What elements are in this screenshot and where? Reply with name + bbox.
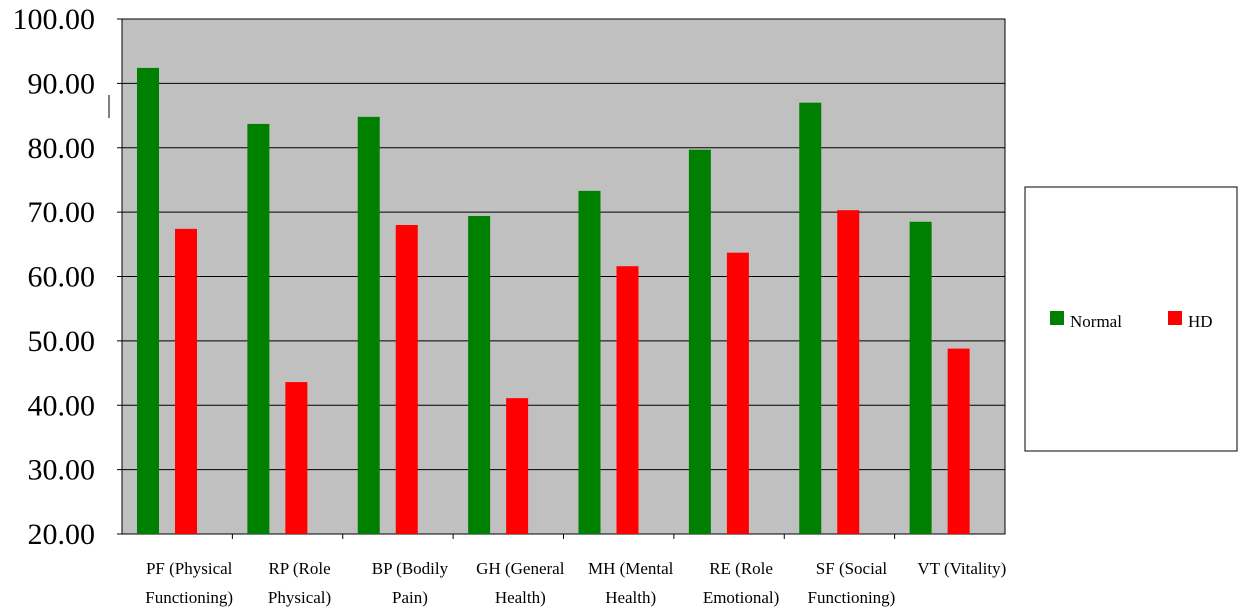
x-tick-label: Health) <box>605 588 656 607</box>
legend-label: HD <box>1188 312 1213 331</box>
y-tick-label: 20.00 <box>28 518 96 551</box>
x-tick-label: Pain) <box>392 588 428 607</box>
legend-swatch-normal <box>1050 311 1064 325</box>
bar-normal <box>578 190 601 534</box>
x-tick-label: Physical) <box>268 588 331 607</box>
x-tick-label: SF (Social <box>816 559 888 578</box>
bar-normal <box>799 102 822 534</box>
x-tick-label: Emotional) <box>703 588 779 607</box>
y-tick-label: 100.00 <box>13 3 96 36</box>
x-tick-label: RE (Role <box>709 559 773 578</box>
y-tick-label: 30.00 <box>28 454 96 487</box>
x-tick-label: MH (Mental <box>588 559 674 578</box>
bar-hd <box>947 348 970 534</box>
y-tick-label: 50.00 <box>28 325 96 358</box>
bar-hd <box>837 210 860 534</box>
bar-normal <box>247 123 270 535</box>
x-tick-label: RP (Role <box>268 559 330 578</box>
bar-hd <box>285 382 308 534</box>
bar-hd <box>506 398 529 534</box>
bar-hd <box>175 228 197 535</box>
bar-hd <box>616 266 639 534</box>
x-tick-label: Functioning) <box>808 588 896 607</box>
bar-hd <box>726 252 749 534</box>
y-tick-label: 90.00 <box>28 67 96 100</box>
bar-normal <box>137 67 159 535</box>
bar-normal <box>909 221 932 534</box>
y-tick-label: 60.00 <box>28 261 96 294</box>
legend-label: Normal <box>1070 312 1122 331</box>
x-tick-label: GH (General <box>476 559 565 578</box>
y-tick-label: 70.00 <box>28 196 96 229</box>
bar-normal <box>357 116 380 534</box>
x-tick-label: Functioning) <box>145 588 233 607</box>
y-tick-label: 40.00 <box>28 389 96 422</box>
x-tick-label: BP (Bodily <box>372 559 449 578</box>
bar-normal <box>688 149 711 534</box>
bar-hd <box>395 225 418 534</box>
bar-normal <box>468 215 491 535</box>
x-tick-label: VT (Vitality) <box>917 559 1006 578</box>
x-tick-label: Health) <box>495 588 546 607</box>
y-tick-label: 80.00 <box>28 132 96 165</box>
legend-swatch-hd <box>1168 311 1182 325</box>
x-tick-label: PF (Physical <box>146 559 233 578</box>
